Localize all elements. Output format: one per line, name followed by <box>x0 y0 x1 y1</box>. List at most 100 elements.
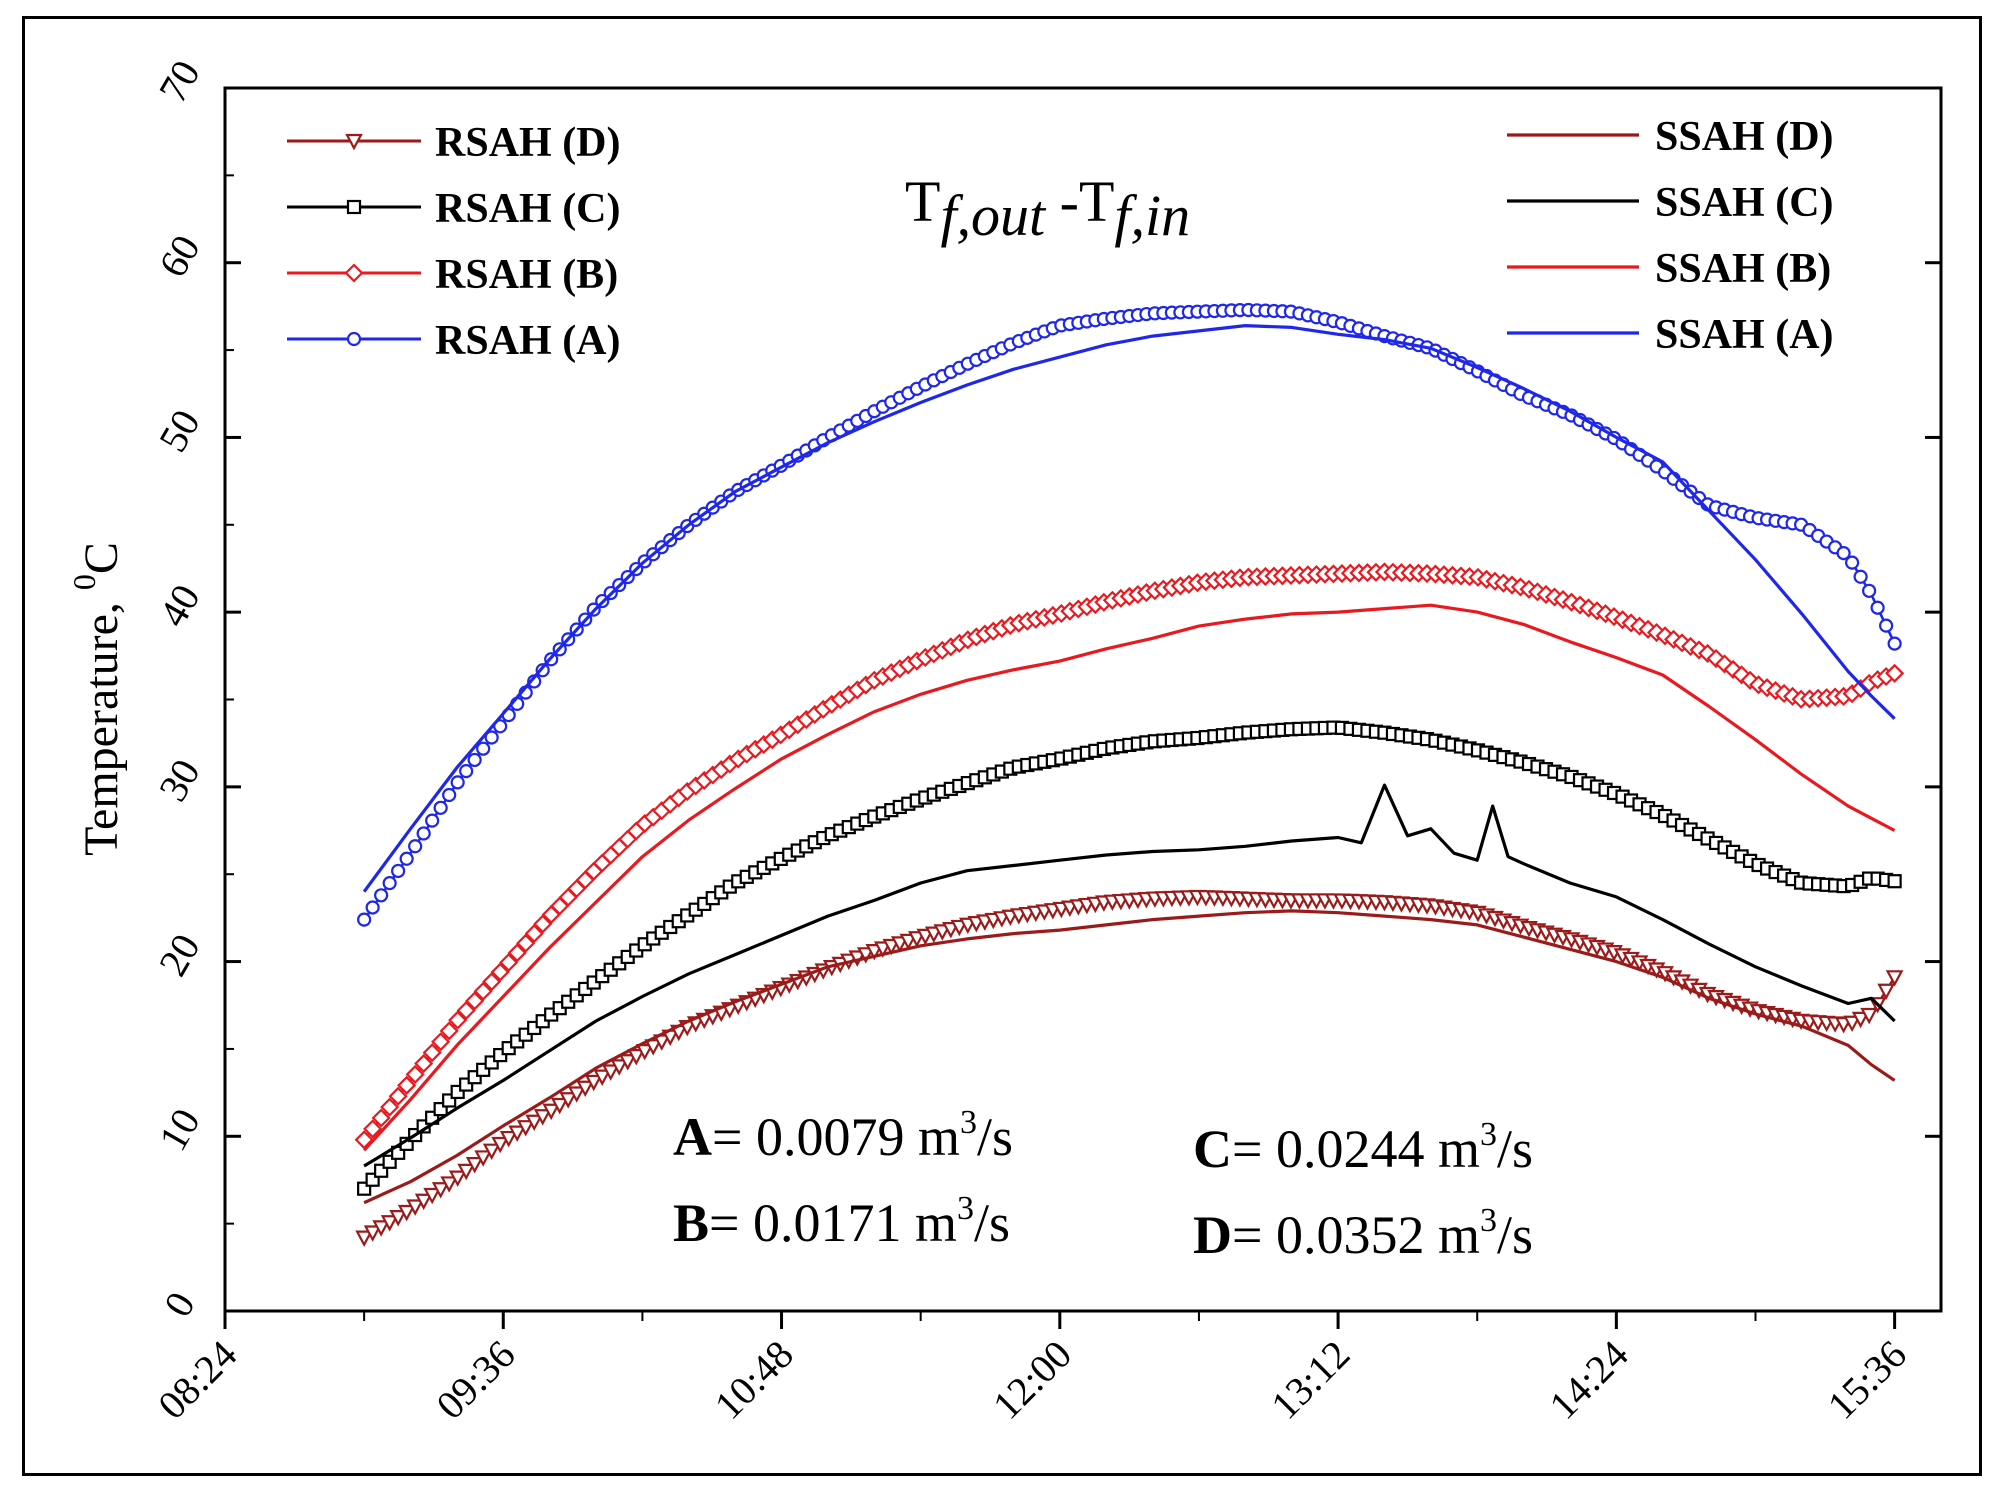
data-point <box>1870 600 1885 615</box>
y-tick-label: 0 <box>155 1284 204 1324</box>
data-point <box>431 1032 451 1052</box>
data-point <box>405 1064 425 1084</box>
data-point <box>1885 970 1904 987</box>
y-tick-label: 40 <box>150 577 209 634</box>
data-point <box>380 1097 400 1117</box>
data-point <box>397 1204 416 1222</box>
series-line-rsah-d <box>363 895 1896 1239</box>
legend-label: SSAH (A) <box>1655 312 1834 358</box>
data-point <box>456 1000 476 1021</box>
series-line-ssah-d <box>363 909 1896 1205</box>
x-tick-label: 10:48 <box>706 1332 802 1428</box>
series-ssah-c <box>363 783 1896 1168</box>
legend-item-rsah-b: RSAH (B) <box>287 252 618 298</box>
series-line-ssah-c <box>363 783 1896 1168</box>
data-point <box>423 1187 441 1205</box>
legend-label: SSAH (B) <box>1655 246 1831 292</box>
data-point <box>465 1157 484 1174</box>
series-layer <box>354 302 1905 1247</box>
data-point <box>542 1103 561 1121</box>
x-tick-label: 08:24 <box>149 1332 245 1428</box>
data-point <box>406 1199 424 1216</box>
data-point <box>601 1064 620 1081</box>
legend-label: SSAH (D) <box>1655 114 1834 160</box>
series-ssah-a <box>362 324 1896 893</box>
data-point <box>1877 983 1895 1001</box>
legend-label: RSAH (C) <box>435 186 621 232</box>
legend-label: RSAH (A) <box>435 318 621 364</box>
data-point <box>433 800 448 815</box>
data-point <box>355 1230 373 1247</box>
y-tick-label: 50 <box>150 402 209 459</box>
data-point <box>371 1108 391 1128</box>
data-point <box>499 1130 518 1148</box>
x-axis: 08:24 09:36 10:48 12:00 13:12 14:24 15:36 <box>149 1311 1915 1428</box>
data-point <box>450 775 465 790</box>
data-point <box>365 900 380 915</box>
data-point <box>459 764 474 779</box>
data-point <box>533 1109 552 1126</box>
series-line-rsah-c <box>363 726 1895 1190</box>
data-point <box>414 1193 433 1211</box>
data-point <box>382 876 397 891</box>
data-point <box>391 863 406 879</box>
data-point <box>440 1176 459 1193</box>
chart-title: Tf,out -Tf,in <box>905 169 1190 248</box>
data-point <box>408 839 423 854</box>
data-point <box>491 1136 510 1154</box>
data-point <box>374 888 389 903</box>
legend-label: SSAH (C) <box>1655 180 1834 226</box>
data-point <box>380 1215 399 1232</box>
data-point <box>482 1143 501 1161</box>
data-point <box>635 1044 654 1061</box>
series-rsah-d <box>355 889 1904 1247</box>
data-point <box>567 1086 586 1103</box>
data-point <box>533 914 553 934</box>
data-point <box>524 924 544 944</box>
x-tick-label: 15:36 <box>1819 1332 1915 1428</box>
data-point <box>559 1092 578 1109</box>
legend-marker <box>344 263 364 283</box>
x-tick-label: 14:24 <box>1540 1332 1636 1428</box>
data-point <box>357 912 372 927</box>
data-point <box>448 1010 468 1030</box>
series-ssah-b <box>362 603 1896 1152</box>
legend-item-ssah-b: SSAH (B) <box>1507 246 1831 292</box>
data-point <box>431 1182 450 1199</box>
figure-frame: 0 10 20 30 40 50 60 70 08:24 09:36 10:48 12:00 13:1… <box>22 16 1982 1476</box>
legend-marker <box>346 199 362 215</box>
data-point <box>1879 618 1894 633</box>
data-point <box>457 1163 476 1181</box>
data-point <box>618 1054 637 1071</box>
data-point <box>372 1220 390 1237</box>
y-tick-label: 70 <box>150 53 209 110</box>
annotation-b: B= 0.0171 m3/s <box>673 1190 1010 1253</box>
data-point <box>499 952 519 973</box>
y-tick-label: 10 <box>150 1101 209 1158</box>
annotation-d: D= 0.0352 m3/s <box>1193 1202 1533 1265</box>
y-tick-label: 60 <box>150 227 209 284</box>
legend-item-rsah-d: RSAH (D) <box>287 120 621 166</box>
y-axis-label: Temperature, 0C <box>66 542 128 856</box>
data-point <box>627 1049 646 1066</box>
legend-right: SSAH (D) SSAH (C) SSAH (B) SSAH (A) <box>1507 114 1834 358</box>
series-line-ssah-b <box>362 603 1896 1152</box>
legend-item-ssah-d: SSAH (D) <box>1507 114 1834 160</box>
legend-item-rsah-c: RSAH (C) <box>287 186 621 232</box>
data-point <box>576 1080 595 1098</box>
legend-item-ssah-a: SSAH (A) <box>1507 312 1834 358</box>
data-point <box>1887 874 1902 889</box>
data-point <box>584 1074 603 1092</box>
data-point <box>482 972 502 992</box>
data-point <box>473 981 493 1001</box>
data-point <box>442 787 457 803</box>
data-point <box>516 1120 535 1137</box>
data-point <box>525 1114 544 1132</box>
data-point <box>416 826 431 841</box>
data-point <box>484 730 499 745</box>
data-point <box>1887 636 1902 651</box>
data-point <box>363 1119 383 1139</box>
legend-item-rsah-a: RSAH (A) <box>287 318 621 364</box>
data-point <box>1845 555 1860 570</box>
line-chart: 0 10 20 30 40 50 60 70 08:24 09:36 10:48 12:00 13:1… <box>66 53 1943 1428</box>
